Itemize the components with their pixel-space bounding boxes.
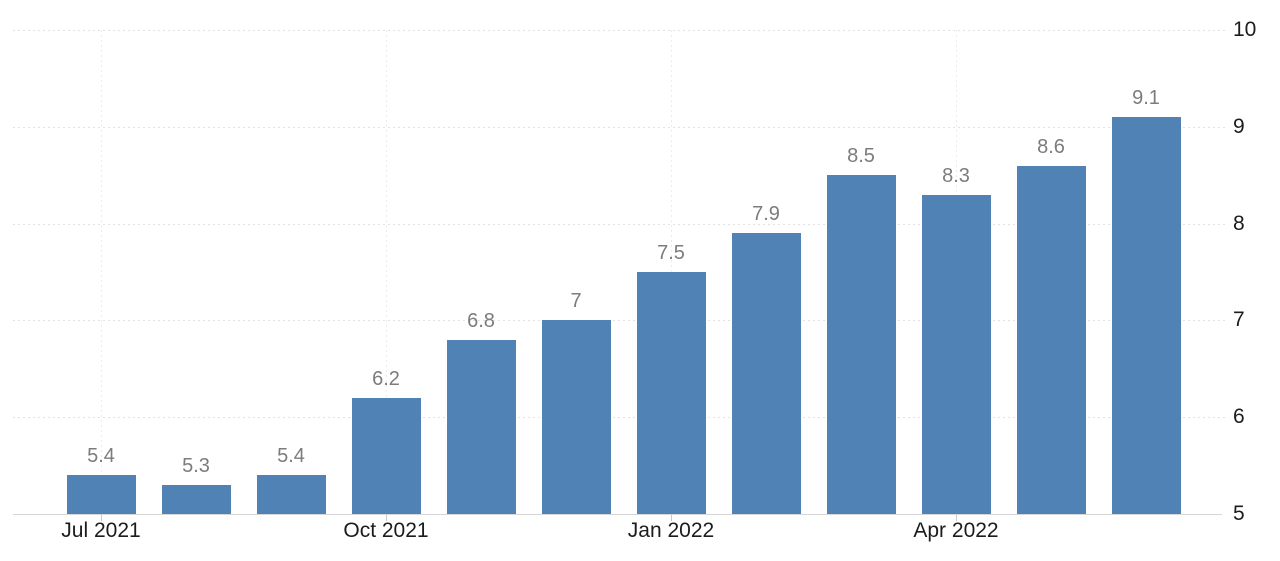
bar[interactable] [921, 194, 991, 514]
bar[interactable] [636, 272, 706, 514]
bar[interactable] [731, 233, 801, 514]
bar-value-label: 9.1 [1132, 87, 1160, 110]
y-axis-label: 8 [1233, 211, 1245, 235]
bar[interactable] [1111, 117, 1181, 514]
y-axis-label: 5 [1233, 502, 1245, 525]
bar[interactable] [1016, 165, 1086, 514]
h-gridline [13, 320, 1225, 322]
bar-value-label: 7.5 [657, 242, 685, 264]
bar[interactable] [66, 475, 136, 514]
x-axis-tick [101, 515, 102, 521]
x-axis-tick [956, 515, 957, 521]
bar[interactable] [446, 339, 516, 514]
x-axis-line [13, 514, 1222, 515]
x-axis-label: Jul 2021 [61, 519, 141, 542]
x-axis-tick [671, 515, 672, 521]
h-gridline [13, 223, 1225, 225]
bar[interactable] [541, 320, 611, 514]
bar-value-label: 7.9 [752, 203, 780, 226]
bar-value-label: 5.4 [277, 445, 305, 468]
bar[interactable] [161, 484, 231, 514]
h-gridline [13, 126, 1225, 128]
bar-value-label: 6.2 [372, 367, 400, 390]
y-axis-label: 10 [1233, 18, 1257, 41]
bar-value-label: 7 [570, 290, 582, 313]
bar[interactable] [351, 397, 421, 514]
bar-value-label: 5.3 [182, 454, 210, 477]
bar-value-label: 8.3 [942, 164, 970, 187]
bar-value-label: 6.8 [467, 309, 495, 332]
bar-value-label: 5.4 [87, 445, 115, 468]
y-axis-label: 6 [1233, 405, 1245, 429]
y-axis-label: 9 [1233, 114, 1245, 138]
v-gridline [386, 30, 387, 514]
bar-value-label: 8.6 [1037, 135, 1065, 158]
x-axis-label: Apr 2022 [913, 519, 999, 542]
x-axis-tick [386, 515, 387, 521]
h-gridline [13, 417, 1225, 419]
bar-value-label: 8.5 [847, 145, 875, 168]
v-gridline [101, 30, 102, 514]
x-axis-label: Jan 2022 [627, 519, 715, 542]
h-gridline [13, 30, 1225, 31]
bar[interactable] [256, 475, 326, 514]
bar[interactable] [826, 175, 896, 514]
x-axis-label: Oct 2021 [343, 519, 429, 542]
y-axis-label: 7 [1233, 308, 1245, 332]
